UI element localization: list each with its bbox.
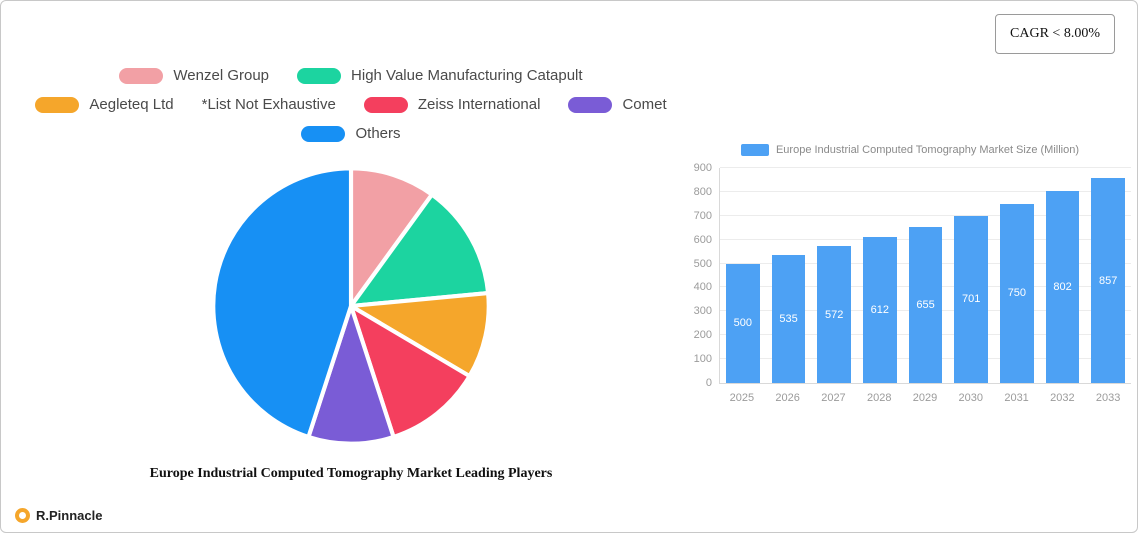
bar-value-label: 500 [733,317,753,330]
legend-swatch [297,67,342,84]
y-tick-label: 200 [693,329,712,342]
bar-legend-swatch [740,144,769,156]
pie-slice-3 [348,303,472,440]
legend-row: Wenzel Group High Value Manufacturing Cat… [119,67,583,84]
pie-chart [211,166,491,446]
bar-col-2026: 535 [766,168,812,383]
y-axis: 0 100 200 300 400 500 600 700 800 900 [689,162,719,389]
bar-value-label: 857 [1099,274,1118,287]
cagr-badge: CAGR < 8.00% [995,14,1115,54]
legend-row: Others [301,125,401,142]
brand-logo: R.Pinnacle [15,508,102,523]
legend-item-5[interactable]: Others [301,125,401,142]
bar-value-label: 655 [916,298,935,311]
bar-chart: 0 100 200 300 400 500 600 700 800 900 500 535 572 61… [689,162,1131,404]
legend-swatch [301,125,346,142]
brand-icon [15,508,30,523]
bar-2025: 500 [725,263,760,383]
legend-note: *List Not Exhaustive [201,96,336,113]
x-tick-label: 2027 [821,392,846,404]
bar-2029: 655 [908,226,943,383]
y-tick-label: 100 [693,353,712,366]
pie-slice-1 [348,192,491,309]
y-tick-label: 900 [693,162,712,174]
bar-2027: 572 [817,246,852,383]
bar-col-2028: 612 [857,168,903,383]
bar-col-2025: 500 [720,168,766,383]
x-tick-label: 2025 [729,392,755,404]
bar-col-2032: 802 [1040,168,1086,383]
y-tick-label: 300 [693,305,712,318]
x-tick-label: 2026 [775,392,800,404]
bar-2028: 612 [862,236,897,383]
gridline [720,190,1131,192]
pie-wrap [205,160,497,452]
y-tick-label: 800 [693,185,712,198]
bar-col-2030: 701 [948,168,994,383]
y-tick-label: 500 [693,257,712,270]
legend-item-2[interactable]: Aegleteq Ltd [35,96,174,113]
legend-row: Aegleteq Ltd *List Not Exhaustive Zeiss In… [35,96,667,113]
bar-col-2031: 750 [994,168,1040,383]
legend-item-3[interactable]: Zeiss International [363,96,541,113]
pie-chart-section: Wenzel Group High Value Manufacturing Cat… [16,67,686,482]
legend-label: Zeiss International [417,96,541,113]
x-tick-label: 2030 [958,392,984,404]
brand-name: R.Pinnacle [36,508,103,523]
bar-value-label: 701 [962,293,981,306]
x-tick-label: 2031 [1004,392,1029,404]
legend-label: Wenzel Group [173,67,270,84]
bar-value-label: 612 [870,303,890,316]
x-tick-label: 2033 [1095,392,1121,404]
bar-value-label: 750 [1007,287,1027,300]
legend-swatch [119,67,164,84]
bar-col-2029: 655 [903,168,949,383]
bars: 500 535 572 612 655 701 750 802 857 [720,168,1131,383]
bar-value-label: 535 [779,313,798,326]
bar-value-label: 572 [825,308,844,321]
x-axis: 2025 2026 2027 2028 2029 2030 2031 2032 2033 [719,392,1131,404]
legend-swatch [568,96,613,113]
x-tick-label: 2028 [866,392,892,404]
legend-swatch [35,96,80,113]
bar-col-2027: 572 [811,168,857,383]
bar-2026: 535 [771,255,806,383]
pie-legend: Wenzel Group High Value Manufacturing Cat… [16,67,686,142]
pie-slice-5 [211,166,354,440]
bar-value-label: 802 [1053,281,1072,294]
bar-2031: 750 [999,203,1034,383]
legend-label: Others [355,125,401,142]
plot-wrap: 500 535 572 612 655 701 750 802 857 2025 2026 2027… [719,167,1131,404]
legend-label: High Value Manufacturing Catapult [351,67,583,84]
bar-2033: 857 [1091,178,1126,383]
bar-legend-label: Europe Industrial Computed Tomography Ma… [775,144,1080,156]
x-tick-label: 2032 [1050,392,1075,404]
x-tick-label: 2029 [912,392,938,404]
pie-title: Europe Industrial Computed Tomography Ma… [149,466,553,481]
y-tick-label: 400 [693,281,712,294]
bar-2032: 802 [1045,191,1080,383]
y-tick-label: 600 [693,233,712,246]
gridline [720,167,1131,168]
legend-item-1[interactable]: High Value Manufacturing Catapult [297,67,583,84]
legend-swatch [363,96,408,113]
bar-2030: 701 [954,215,989,383]
bar-col-2033: 857 [1085,168,1131,383]
y-tick-label: 0 [705,377,712,389]
legend-label: Aegleteq Ltd [89,96,174,113]
bar-chart-legend[interactable]: Europe Industrial Computed Tomography Ma… [689,144,1131,156]
legend-label: Comet [622,96,667,113]
plot-area: 500 535 572 612 655 701 750 802 857 [719,167,1131,384]
bar-chart-section: Europe Industrial Computed Tomography Ma… [689,144,1131,404]
legend-item-0[interactable]: Wenzel Group [119,67,269,84]
y-tick-label: 700 [693,209,712,222]
gridline [720,214,1131,216]
legend-item-4[interactable]: Comet [568,96,667,113]
